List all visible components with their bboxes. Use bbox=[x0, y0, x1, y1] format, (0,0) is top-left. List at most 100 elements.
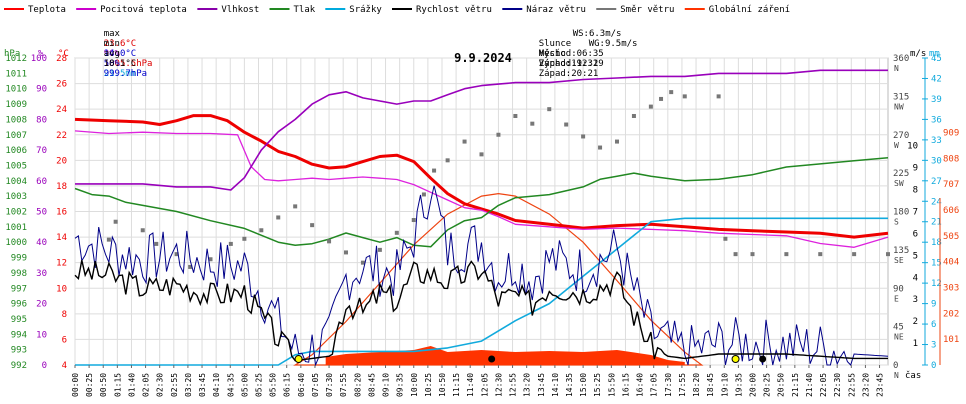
humidity-tick-3: 30 bbox=[36, 269, 47, 279]
humidity-tick-2: 20 bbox=[36, 300, 47, 310]
wind-direction-label-0: N bbox=[894, 371, 899, 380]
wind-direction-point-20 bbox=[432, 168, 437, 173]
rain-tick-14: 42 bbox=[931, 74, 942, 84]
x-tick-label-10: 04:10 bbox=[212, 373, 221, 397]
wind-direction-tick-3: 135 bbox=[893, 246, 909, 256]
wind-direction-point-0 bbox=[106, 237, 111, 242]
x-tick-label-50: 20:50 bbox=[777, 373, 786, 397]
x-tick-label-42: 17:30 bbox=[664, 373, 673, 397]
pressure-tick-14: 1006 bbox=[5, 146, 27, 156]
legend-label-8: Globální záření bbox=[709, 5, 790, 15]
temperature-tick-12: 28 bbox=[56, 54, 67, 64]
x-tick-label-36: 15:00 bbox=[579, 373, 588, 397]
x-tick-label-25: 10:25 bbox=[424, 373, 433, 397]
wind-direction-point-15 bbox=[360, 260, 365, 265]
humidity-tick-8: 80 bbox=[36, 115, 47, 125]
pressure-tick-20: 1012 bbox=[5, 54, 27, 64]
x-axis-unit-label: čas bbox=[905, 370, 921, 381]
temperature-tick-10: 24 bbox=[56, 105, 67, 115]
pressure-tick-9: 1001 bbox=[5, 223, 27, 233]
wind-direction-point-14 bbox=[344, 250, 348, 255]
humidity-axis-unit: % bbox=[38, 49, 44, 59]
stats-avg-label: avg bbox=[103, 49, 120, 59]
x-tick-label-17: 07:05 bbox=[311, 373, 320, 397]
stats-max-hum: 96% bbox=[103, 49, 120, 59]
wind-speed-tick-9: 10 bbox=[907, 142, 918, 152]
axes-layer: hPa9929939949959969979989991000100110021… bbox=[4, 49, 959, 397]
wind-direction-point-8 bbox=[242, 236, 247, 241]
wind-stats: WS:6.3m/s WG:9.5m/s bbox=[551, 19, 638, 59]
x-tick-label-51: 21:15 bbox=[791, 373, 800, 397]
pressure-tick-16: 1008 bbox=[5, 115, 27, 125]
sun-label: Slunce bbox=[538, 39, 572, 49]
x-tick-label-40: 16:40 bbox=[636, 373, 645, 397]
x-tick-label-0: 00:00 bbox=[71, 373, 80, 397]
wind-direction-point-36 bbox=[682, 94, 687, 99]
x-tick-label-23: 09:35 bbox=[396, 373, 405, 397]
legend-label-7: Směr větru bbox=[620, 5, 674, 15]
moon-set: Západ:20:21 bbox=[538, 69, 599, 79]
humidity-tick-1: 10 bbox=[36, 330, 47, 340]
series-line-rychlost-vetru bbox=[74, 260, 888, 362]
x-tick-label-43: 17:55 bbox=[678, 373, 687, 397]
temperature-tick-11: 26 bbox=[56, 80, 67, 90]
humidity-tick-9: 90 bbox=[36, 85, 47, 95]
sun-marker-sunset bbox=[731, 355, 740, 363]
wind-direction-point-42 bbox=[818, 252, 823, 257]
radiation-tick-8: 909 bbox=[943, 128, 959, 138]
wind-direction-point-28 bbox=[564, 122, 569, 127]
stats-min-temp: 14.0°C bbox=[103, 49, 137, 59]
x-tick-label-27: 11:15 bbox=[452, 373, 461, 397]
wind-direction-tick-4: 180 bbox=[893, 208, 909, 218]
sun-rise: Východ:06:35 bbox=[538, 49, 604, 59]
x-tick-label-39: 16:15 bbox=[621, 373, 630, 397]
wind-direction-point-35 bbox=[669, 90, 674, 95]
series-line-tlak bbox=[74, 157, 889, 248]
pressure-tick-5: 997 bbox=[11, 284, 27, 294]
sun-marker-sunrise bbox=[294, 355, 303, 363]
wind-direction-point-3 bbox=[154, 241, 159, 246]
radiation-tick-0: 101 bbox=[943, 335, 959, 345]
temperature-tick-3: 10 bbox=[56, 284, 67, 294]
rain-tick-13: 39 bbox=[931, 95, 942, 105]
wind-direction-point-37 bbox=[716, 94, 721, 99]
wind-speed-tick-3: 4 bbox=[913, 273, 918, 283]
rain-tick-11: 33 bbox=[931, 136, 942, 146]
x-tick-label-35: 14:35 bbox=[565, 373, 574, 397]
x-tick-label-16: 06:40 bbox=[297, 373, 306, 397]
pressure-tick-2: 994 bbox=[11, 330, 27, 340]
humidity-tick-4: 40 bbox=[36, 238, 47, 248]
stats-max: max 23.6°C 96% 1005.5hPa 21.5mm bbox=[82, 19, 153, 89]
wind-direction-point-2 bbox=[140, 228, 145, 233]
wind-direction-label-6: W bbox=[894, 141, 899, 150]
series-line-vlhkost bbox=[75, 69, 888, 191]
wind-direction-label-8: N bbox=[894, 64, 899, 73]
x-tick-label-5: 02:05 bbox=[142, 373, 151, 397]
wind-direction-point-4 bbox=[174, 252, 179, 257]
humidity-tick-0: 0 bbox=[42, 361, 47, 371]
pressure-tick-17: 1009 bbox=[5, 100, 27, 110]
x-tick-label-29: 12:05 bbox=[480, 373, 489, 397]
wind-direction-point-43 bbox=[852, 252, 857, 257]
wind-direction-point-33 bbox=[648, 104, 653, 109]
wind-direction-label-7: NW bbox=[894, 102, 904, 111]
wind-direction-tick-0: 0 bbox=[893, 361, 898, 371]
wind-direction-label-3: SE bbox=[894, 256, 904, 265]
moon-times: Měsíc Východ:12:19 Západ:20:21 bbox=[517, 39, 604, 89]
temperature-tick-7: 18 bbox=[56, 182, 67, 192]
temperature-tick-6: 16 bbox=[56, 208, 67, 218]
stats-min-hum: 50% bbox=[103, 59, 120, 69]
legend-label-3: Tlak bbox=[294, 5, 316, 15]
moon-marker-moonset bbox=[759, 355, 767, 363]
legend-label-4: Srážky bbox=[349, 5, 382, 15]
x-tick-label-52: 21:40 bbox=[805, 373, 814, 397]
temperature-tick-1: 6 bbox=[62, 335, 67, 345]
x-tick-label-44: 18:20 bbox=[692, 373, 701, 397]
radiation-tick-2: 303 bbox=[943, 283, 959, 293]
wind-direction-point-5 bbox=[188, 264, 193, 269]
wind-wg: WG:9.5m/s bbox=[588, 39, 638, 49]
x-tick-label-41: 17:05 bbox=[650, 373, 659, 397]
wind-direction-point-9 bbox=[259, 228, 264, 233]
wind-direction-point-22 bbox=[462, 139, 467, 144]
